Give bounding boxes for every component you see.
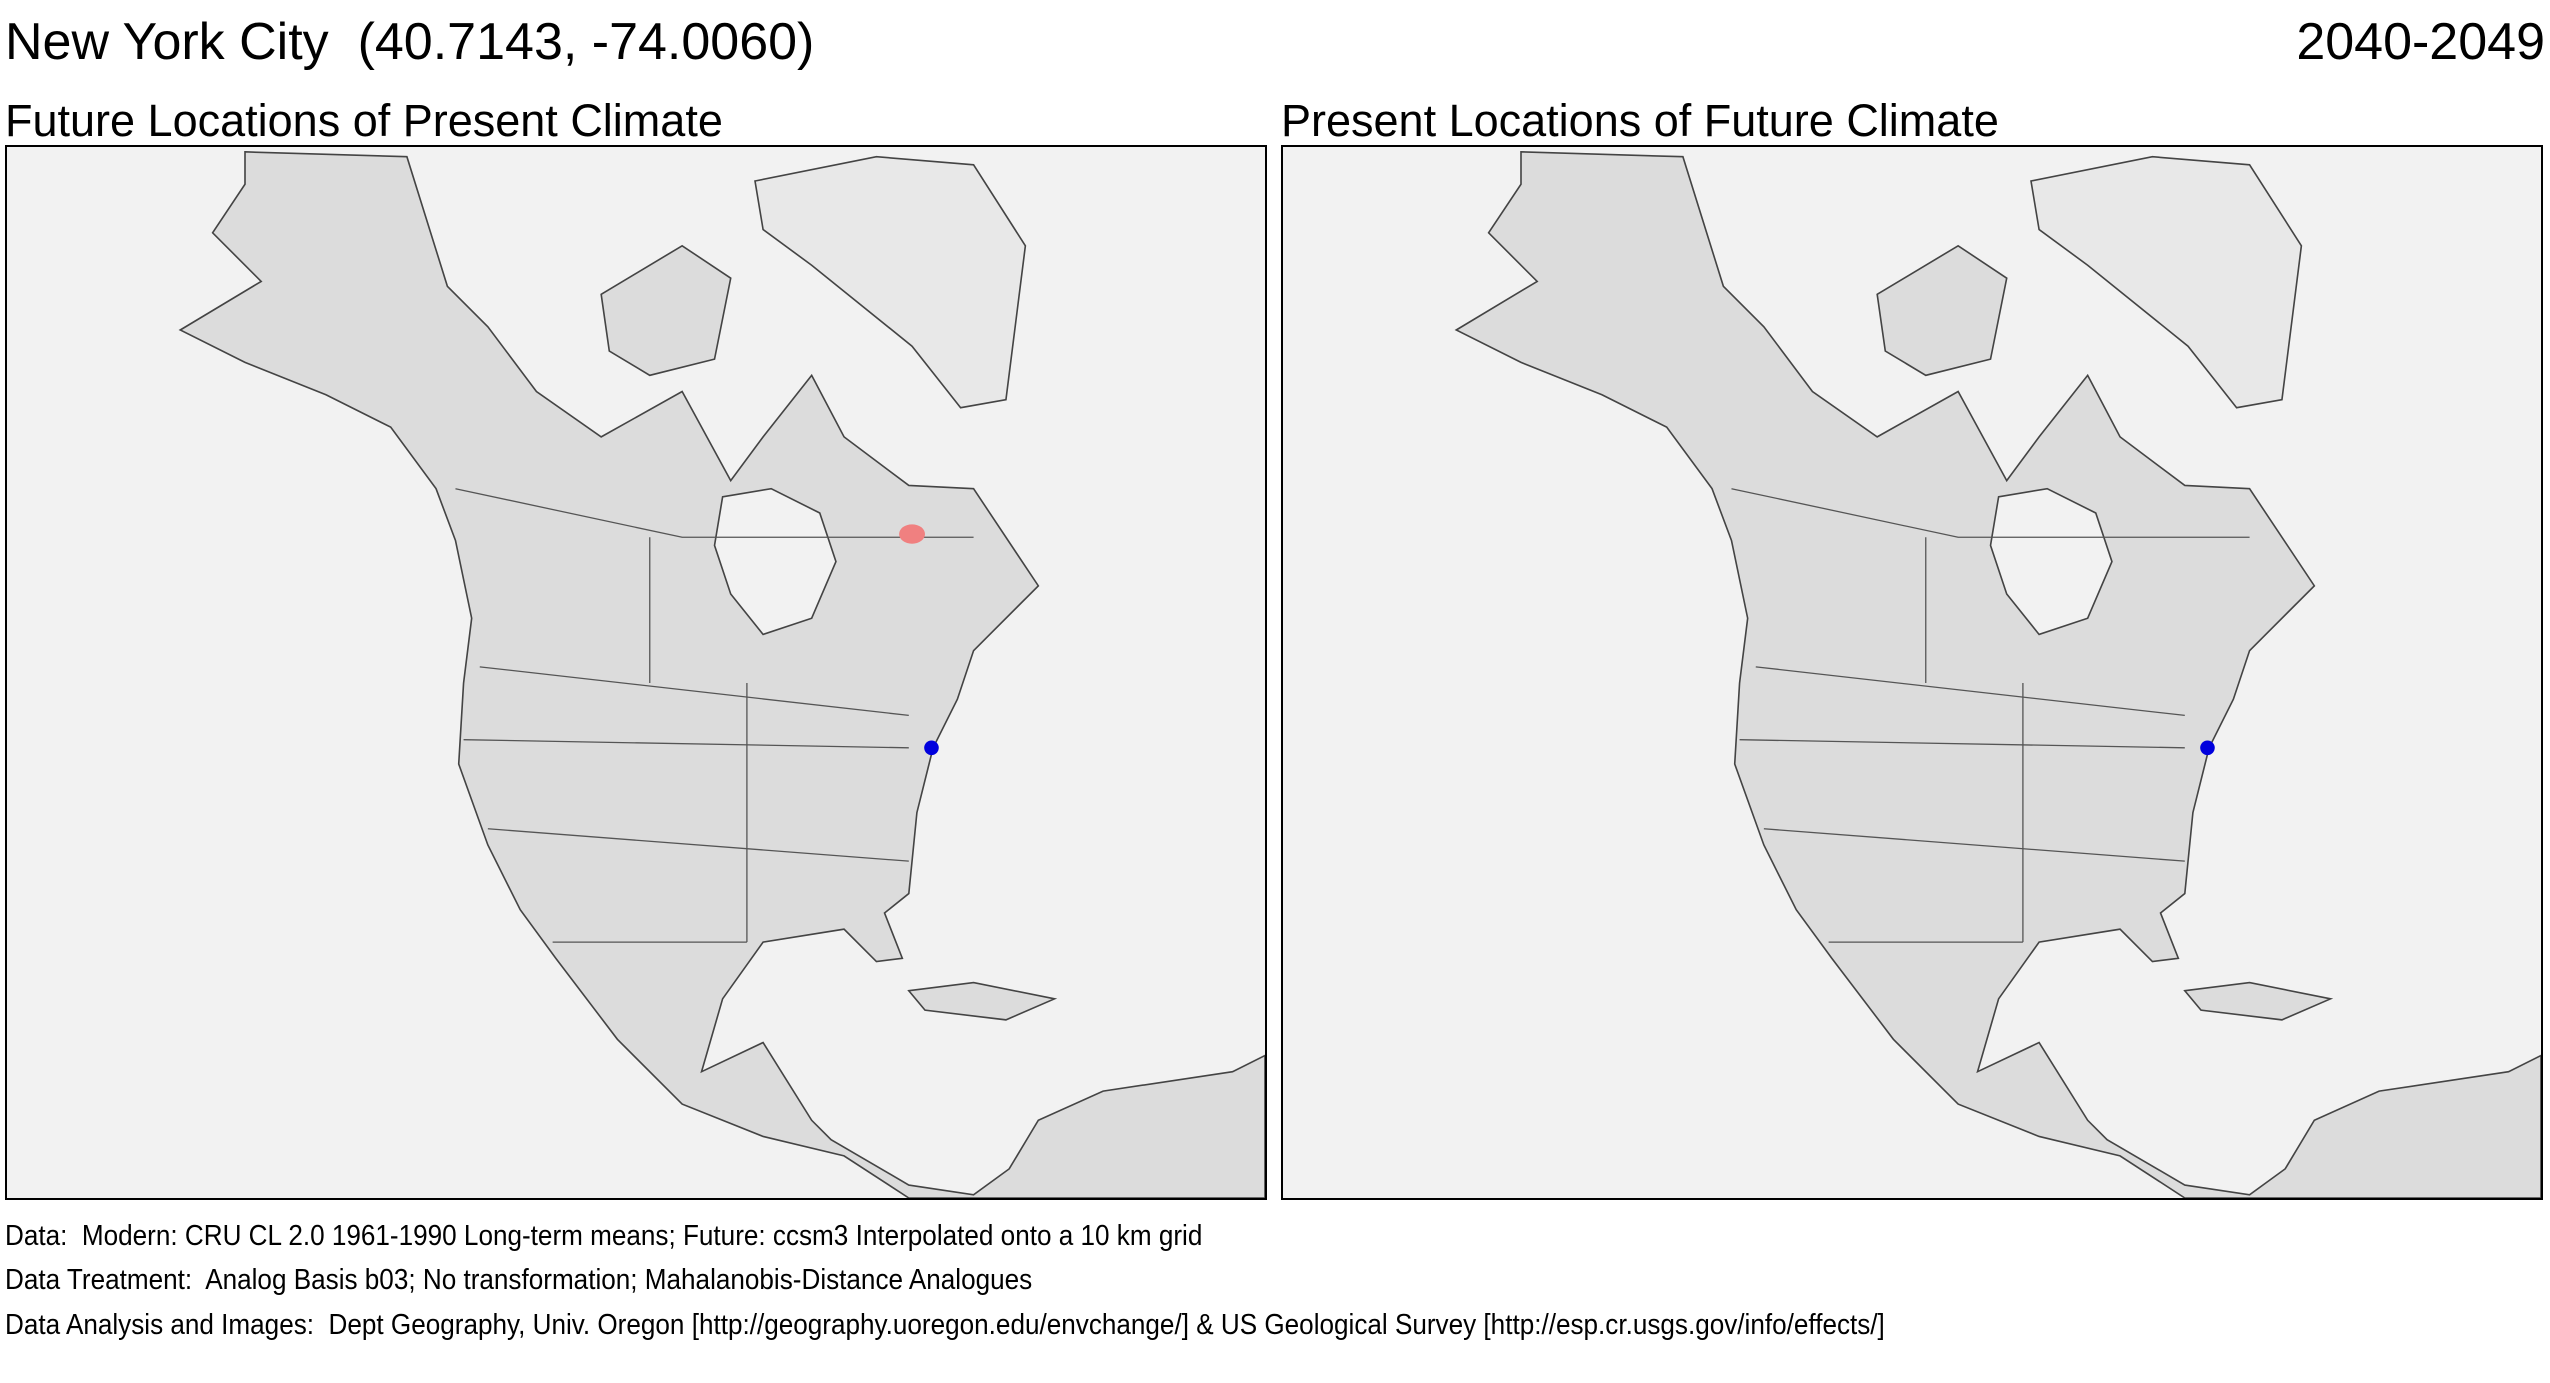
location-title: New York City (40.7143, -74.0060) [5,13,815,71]
panel-title: Future Locations of Present Climate [5,95,723,146]
footer-line: Data Treatment: Analog Basis b03; No tra… [5,1264,1033,1296]
map-panel [1281,145,2543,1200]
map-panel [5,145,1267,1200]
location-marker [924,740,939,756]
map [179,151,1265,1198]
panel-title: Present Locations of Future Climate [1281,95,1999,146]
analog-area [899,524,925,544]
period: 2040-2049 [2296,13,2545,71]
footer-line: Data: Modern: CRU CL 2.0 1961-1990 Long-… [5,1220,1203,1252]
location-marker [2200,740,2215,756]
map [1455,151,2541,1198]
footer-line: Data Analysis and Images: Dept Geography… [5,1309,1885,1341]
